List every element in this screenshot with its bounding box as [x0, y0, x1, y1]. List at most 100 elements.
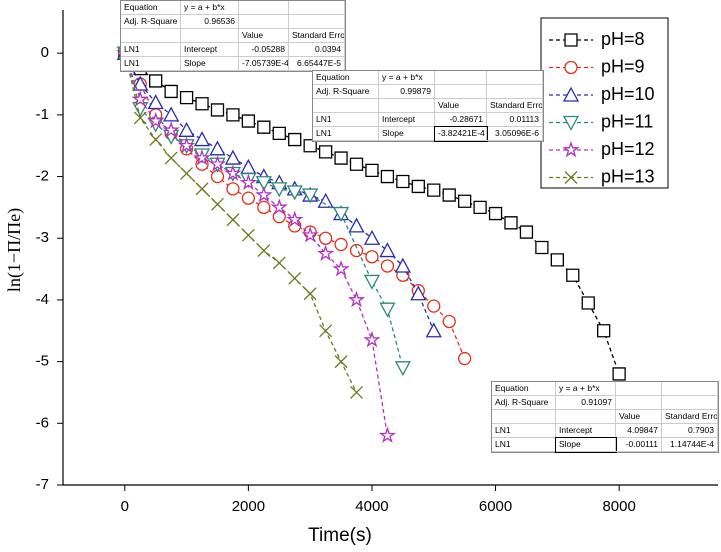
marker	[163, 106, 180, 122]
marker	[363, 330, 381, 348]
marker	[612, 367, 626, 381]
marker	[363, 229, 381, 245]
table-cell: 0.01113	[487, 113, 543, 127]
marker	[270, 198, 288, 215]
table-cell: -3.82421E-4	[434, 126, 488, 142]
marker	[379, 242, 396, 258]
marker	[348, 217, 365, 233]
table-cell	[662, 382, 718, 396]
table-cell: 0.7903	[662, 424, 718, 438]
marker	[239, 173, 257, 191]
marker	[394, 361, 411, 377]
fit-table: Equation y = a + b*x Adj. R-Square 0.99879 V…	[312, 70, 544, 142]
marker	[562, 140, 580, 158]
table-cell: 0.91097	[556, 396, 616, 410]
marker	[458, 194, 472, 208]
x-tick-label: 6000	[479, 498, 512, 515]
table-cell	[289, 15, 345, 29]
table-cell: Equation	[492, 382, 556, 396]
marker	[317, 192, 334, 208]
table-cell: Equation	[121, 1, 181, 15]
marker	[147, 94, 164, 110]
legend-label: pH=8	[601, 29, 645, 49]
marker	[488, 206, 503, 221]
table-cell: LN1	[313, 113, 379, 127]
marker	[162, 121, 180, 138]
table-cell: y = a + b*x	[556, 382, 616, 396]
marker	[208, 155, 227, 172]
marker	[149, 74, 163, 88]
table-cell	[662, 396, 718, 410]
marker	[271, 182, 288, 198]
table-cell	[487, 71, 543, 85]
y-tick-label: -2	[36, 168, 49, 185]
table-cell	[121, 29, 181, 43]
marker	[133, 111, 147, 125]
y-tick-label: -5	[36, 353, 49, 370]
marker	[581, 296, 595, 310]
x-tick-label: 8000	[602, 498, 635, 515]
marker	[255, 186, 273, 203]
table-cell	[313, 99, 379, 113]
marker	[332, 206, 350, 222]
table-cell: Equation	[313, 71, 379, 85]
table-cell: -0.05288	[239, 43, 289, 57]
marker	[193, 131, 211, 147]
marker	[380, 169, 395, 184]
table-cell: LN1	[492, 438, 556, 452]
marker	[365, 163, 379, 178]
table-cell: Slope	[181, 57, 239, 71]
marker	[363, 274, 381, 290]
table-cell: y = a + b*x	[379, 71, 435, 85]
marker	[301, 226, 319, 243]
table-cell	[616, 382, 662, 396]
legend-label: pH=12	[601, 139, 655, 159]
table-cell: y = a + b*x	[181, 1, 239, 15]
marker	[272, 256, 286, 270]
marker	[149, 133, 163, 147]
marker	[210, 103, 225, 117]
table-cell: Intercept	[379, 113, 435, 127]
marker	[240, 158, 257, 174]
marker	[226, 108, 240, 122]
marker	[442, 314, 456, 329]
table-cell	[239, 15, 289, 29]
marker	[209, 140, 226, 156]
marker	[379, 302, 396, 318]
marker	[334, 151, 348, 165]
marker	[427, 299, 441, 313]
table-cell: Value	[435, 99, 487, 113]
marker	[226, 213, 240, 227]
marker	[286, 185, 303, 201]
marker	[458, 351, 472, 366]
marker	[597, 324, 611, 338]
y-tick-label: 0	[41, 44, 49, 61]
table-cell: 0.99879	[379, 85, 435, 99]
marker	[473, 200, 487, 215]
marker	[224, 164, 242, 181]
marker	[347, 290, 366, 308]
y-tick-label: -1	[36, 106, 49, 123]
table-cell: Standard Error	[487, 99, 543, 113]
y-tick-label: -7	[36, 476, 49, 493]
table-cell	[379, 99, 435, 113]
marker	[288, 132, 302, 147]
table-cell: Adj. R-Square	[492, 396, 556, 410]
table-cell	[181, 29, 239, 43]
table-cell: Slope	[379, 127, 435, 141]
x-tick-label: 4000	[355, 498, 388, 515]
y-axis-title: ln(1−Π/Πe)	[4, 208, 25, 292]
y-tick-label: -4	[36, 291, 49, 308]
marker	[332, 260, 350, 277]
marker	[257, 244, 271, 258]
legend-label: pH=11	[601, 111, 653, 131]
table-cell	[289, 1, 345, 15]
marker	[566, 268, 580, 282]
table-cell	[492, 410, 556, 424]
marker	[396, 174, 410, 189]
x-axis-title: Time(s)	[308, 525, 372, 546]
marker	[562, 86, 580, 102]
marker	[303, 287, 317, 301]
marker	[302, 188, 319, 204]
